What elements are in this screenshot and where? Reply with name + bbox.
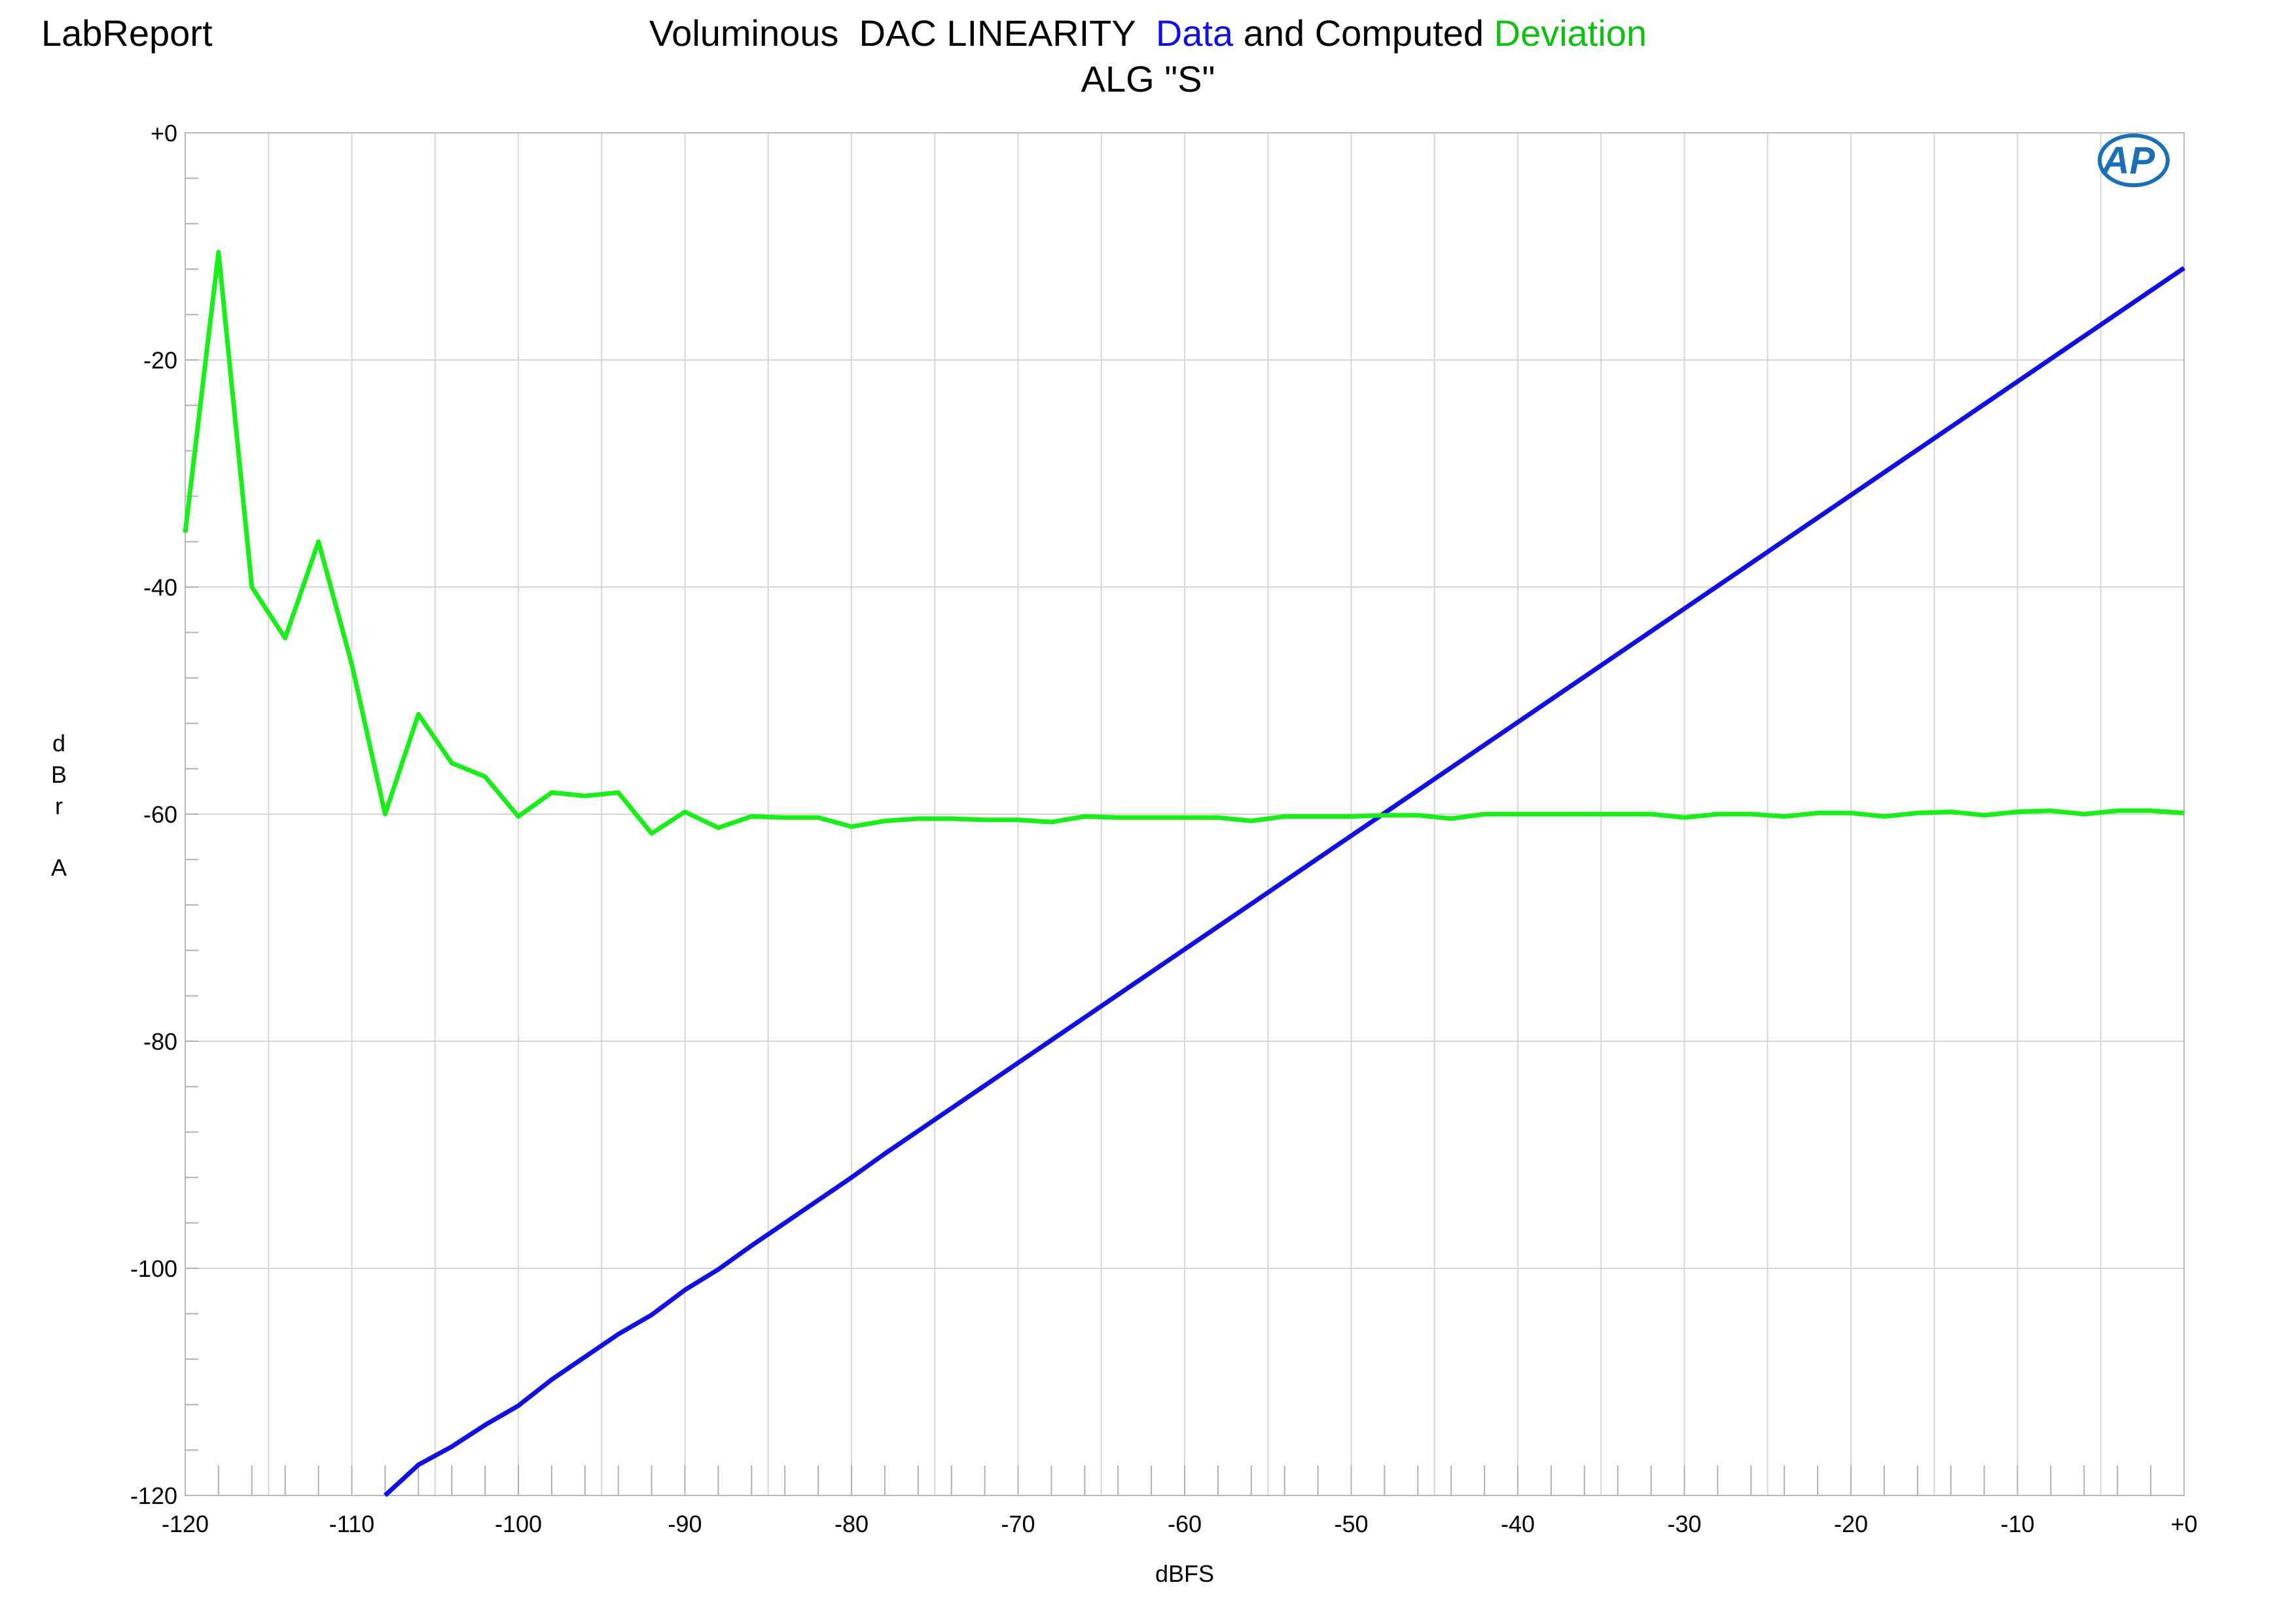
series-line-data [384, 266, 2185, 1497]
y-tick-label: -120 [130, 1482, 177, 1509]
plot-frame [185, 132, 2185, 1496]
title-middle: and Computed [1233, 12, 1494, 54]
series-layer [183, 249, 2185, 1497]
y-axis-label-char: A [51, 854, 67, 881]
x-tick-label: -100 [495, 1510, 542, 1537]
y-tick-label: -60 [143, 801, 177, 828]
x-tick-label: -30 [1667, 1510, 1701, 1537]
x-tick-label: -20 [1834, 1510, 1868, 1537]
ap-logo: AP [2098, 134, 2170, 187]
title-deviation-word: Deviation [1494, 12, 1647, 54]
y-axis-label-char: B [51, 761, 67, 788]
chart-subtitle: ALG "S" [1081, 58, 1215, 99]
x-tick-label: -70 [1001, 1510, 1035, 1537]
y-tick-label: +0 [151, 120, 177, 147]
y-tick-label: -80 [143, 1028, 177, 1055]
logo-text: AP [2101, 139, 2155, 182]
chart-title: Voluminous DAC LINEARITY Data and Comput… [0, 12, 2296, 54]
x-tick-label: -60 [1168, 1510, 1202, 1537]
x-tick-label: -40 [1501, 1510, 1535, 1537]
series-line-deviation [183, 249, 2185, 836]
title-prefix: Voluminous DAC LINEARITY [649, 12, 1156, 54]
x-tick-label: -120 [162, 1510, 209, 1537]
x-tick-label: -90 [668, 1510, 702, 1537]
x-tick-label: -50 [1334, 1510, 1368, 1537]
y-axis-label-char: r [55, 793, 63, 819]
y-tick-label: -100 [130, 1255, 177, 1282]
y-tick-label: -20 [143, 347, 177, 374]
x-tick-label: -110 [329, 1510, 374, 1537]
x-tick-labels: -120 -110 -100 -90 -80 -70 -60 -50 -40 -30 -20 -10 +… [162, 1510, 2198, 1537]
corner-label: LabReport [41, 12, 213, 54]
y-axis-label-char: d [52, 730, 65, 757]
y-tick-label: -40 [143, 574, 177, 601]
x-tick-label: -80 [834, 1510, 869, 1537]
x-tick-label: +0 [2170, 1510, 2197, 1537]
y-tick-labels: +0 -20 -40 -60 -80 -100 -120 [130, 120, 177, 1509]
x-axis-label: dBFS [1155, 1560, 1214, 1587]
title-data-word: Data [1155, 12, 1234, 54]
y-axis-label: dBr A [51, 730, 67, 881]
x-tick-label: -10 [2000, 1510, 2034, 1537]
